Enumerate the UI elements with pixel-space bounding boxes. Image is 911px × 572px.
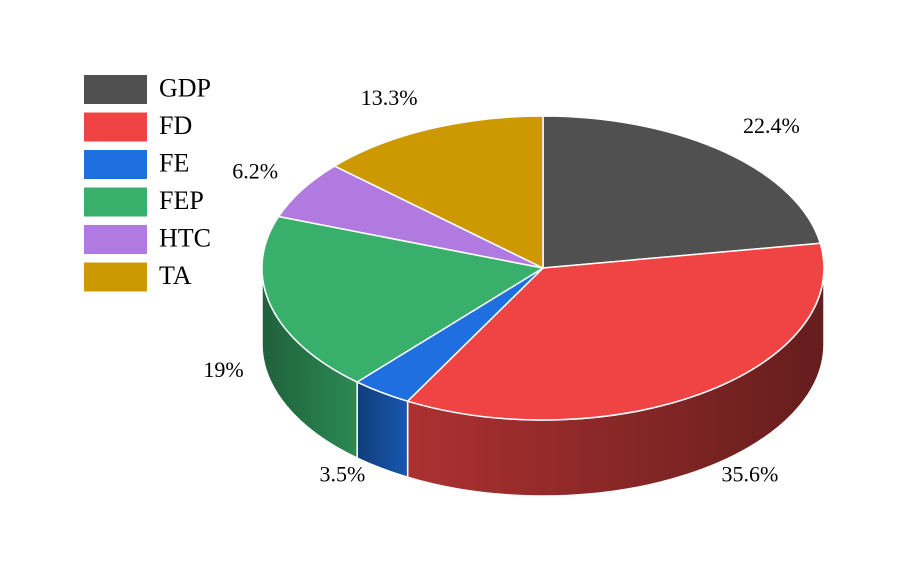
legend-label-fep: FEP	[159, 186, 204, 215]
pie-slices	[261, 115, 825, 421]
pie-slice-ta	[332, 115, 544, 270]
slice-value-label-fep: 19%	[203, 357, 243, 382]
legend-swatch-gdp	[84, 75, 147, 104]
slice-labels: 22.4% 35.6% 3.5% 19% 6.2% 13.3%	[203, 85, 799, 487]
legend: GDP FD FE FEP HTC TA	[84, 73, 211, 292]
legend-swatch-htc	[84, 225, 147, 254]
legend-swatch-fep	[84, 187, 147, 217]
legend-label-ta: TA	[159, 261, 192, 290]
slice-value-label-ta: 13.3%	[361, 85, 418, 110]
slice-value-label-fe: 3.5%	[319, 462, 365, 487]
slice-value-label-fd: 35.6%	[721, 461, 778, 486]
legend-swatch-fd	[84, 112, 147, 142]
slice-value-label-htc: 6.2%	[232, 158, 278, 183]
slice-value-label-gdp: 22.4%	[743, 113, 800, 138]
legend-label-fd: FD	[159, 111, 192, 140]
legend-label-htc: HTC	[159, 223, 211, 252]
pie-slice-gdp	[542, 115, 822, 269]
pie-slice-fep	[261, 215, 546, 383]
pie-slice-fd	[406, 242, 825, 421]
legend-swatch-ta	[84, 262, 147, 292]
legend-label-fe: FE	[159, 148, 189, 177]
legend-swatch-fe	[84, 150, 147, 179]
legend-label-gdp: GDP	[159, 73, 211, 102]
